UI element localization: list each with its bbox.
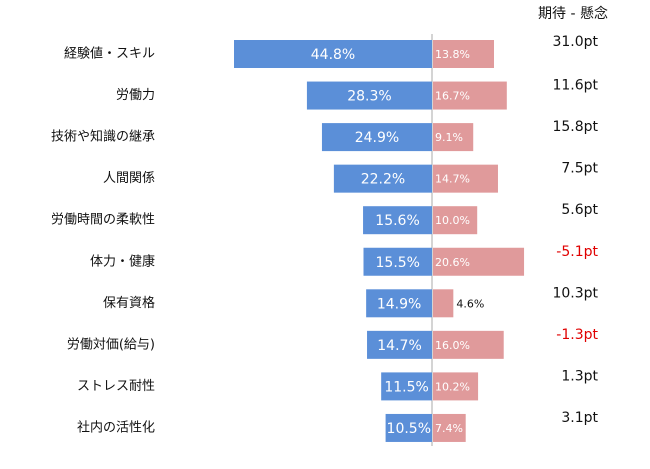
difference-label: 10.3pt — [552, 285, 598, 301]
value-label: 28.3% — [347, 89, 391, 105]
category-label: 人間関係 — [103, 171, 155, 186]
value-label: 14.9% — [377, 296, 421, 312]
bar — [433, 206, 478, 235]
difference-label: -1.3pt — [556, 327, 598, 343]
value-label: 10.0% — [435, 214, 470, 227]
bar — [433, 330, 504, 359]
difference-label: 1.3pt — [561, 368, 598, 384]
bar — [333, 164, 432, 193]
bar — [363, 206, 432, 235]
bar — [306, 81, 432, 110]
value-label: 14.7% — [377, 338, 421, 354]
value-label: 24.9% — [355, 130, 399, 146]
category-label: 技術や知識の継承 — [51, 129, 155, 145]
bar — [367, 330, 432, 359]
value-label: 13.8% — [435, 48, 470, 61]
category-label: 労働時間の柔軟性 — [51, 212, 155, 228]
category-label: ストレス耐性 — [77, 379, 155, 394]
category-label: 労働力 — [116, 88, 155, 103]
category-label: 労働対価(給与) — [67, 337, 155, 352]
value-label: 44.8% — [311, 47, 355, 63]
bar — [385, 413, 432, 442]
value-label: 7.4% — [435, 422, 463, 435]
bar — [433, 413, 466, 442]
value-label: 15.5% — [376, 255, 420, 271]
difference-header: 期待 - 懸念 — [538, 5, 608, 22]
difference-label: 11.6pt — [552, 78, 598, 94]
bar — [433, 289, 454, 318]
value-label: 15.6% — [375, 213, 419, 229]
difference-label: -5.1pt — [556, 244, 598, 260]
bar — [433, 247, 525, 276]
value-label: 16.7% — [435, 90, 470, 103]
value-label: 4.6% — [456, 297, 484, 310]
difference-label: 15.8pt — [552, 119, 598, 135]
value-label: 16.0% — [435, 339, 470, 352]
value-label: 10.5% — [387, 421, 431, 437]
value-label: 9.1% — [435, 131, 463, 144]
category-label: 保有資格 — [103, 295, 155, 311]
bar — [381, 372, 432, 401]
category-label: 経験値・スキル — [64, 46, 155, 62]
value-label: 10.2% — [435, 380, 470, 393]
bar — [433, 40, 494, 68]
bar — [433, 164, 498, 193]
value-label: 22.2% — [361, 172, 405, 188]
difference-label: 7.5pt — [561, 161, 598, 177]
category-label: 社内の活性化 — [77, 419, 155, 435]
bar — [433, 123, 474, 152]
bar — [321, 123, 432, 152]
difference-label: 5.6pt — [561, 202, 598, 218]
value-label: 20.6% — [435, 256, 470, 269]
category-label: 体力・健康 — [90, 253, 155, 269]
bar — [234, 40, 432, 68]
value-label: 14.7% — [435, 173, 470, 186]
bar — [363, 247, 432, 276]
difference-label: 31.0pt — [552, 34, 598, 50]
difference-label: 3.1pt — [561, 410, 598, 426]
bar — [366, 289, 432, 318]
bar — [433, 81, 507, 110]
value-label: 11.5% — [384, 379, 428, 395]
bar — [433, 372, 479, 401]
